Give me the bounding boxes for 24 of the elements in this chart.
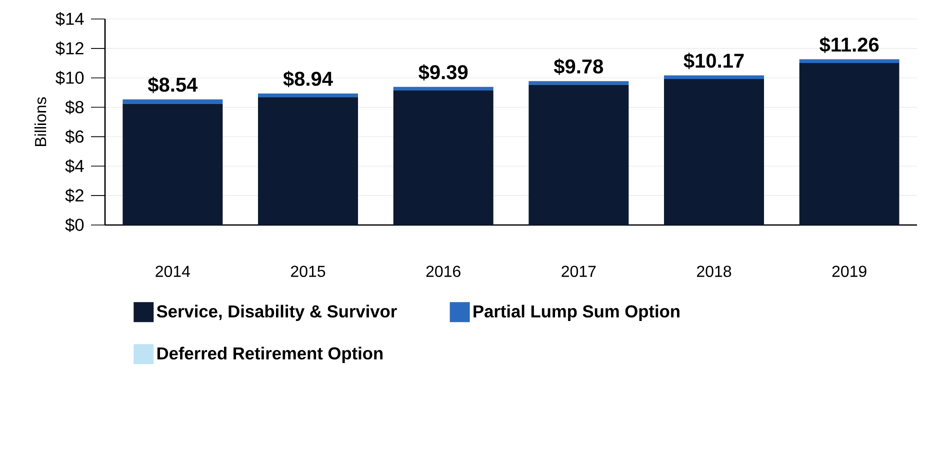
y-axis-title: Billions [34,97,46,146]
y-tick-label: $8 [65,100,84,114]
y-tick-label: $12 [56,41,84,56]
x-tick-label: 2017 [562,266,596,278]
y-tick-label: $10 [56,70,84,85]
legend-label: Partial Lump Sum Option [474,304,680,321]
total-label: $9.39 [418,64,468,81]
x-tick-label: 2019 [832,266,866,278]
x-tick-label: 2018 [697,266,732,278]
y-tick-label: $14 [56,12,84,26]
x-tick-label: 2016 [426,266,460,278]
x-tick-label: 2014 [156,266,190,278]
total-label: $8.54 [148,76,198,94]
total-label: $8.94 [283,70,333,88]
total-label: $11.26 [820,36,879,54]
total-label: $10.17 [684,52,744,70]
legend-label: Service, Disability & Survivor [156,304,397,321]
y-tick-label: $6 [65,130,84,144]
total-label: $9.78 [554,58,604,75]
y-tick-label: $4 [65,159,84,174]
y-tick-label: $0 [65,218,84,232]
y-tick-label: $2 [65,188,84,203]
legend-label: Deferred Retirement Option [157,346,382,363]
x-tick-label: 2015 [291,266,326,278]
